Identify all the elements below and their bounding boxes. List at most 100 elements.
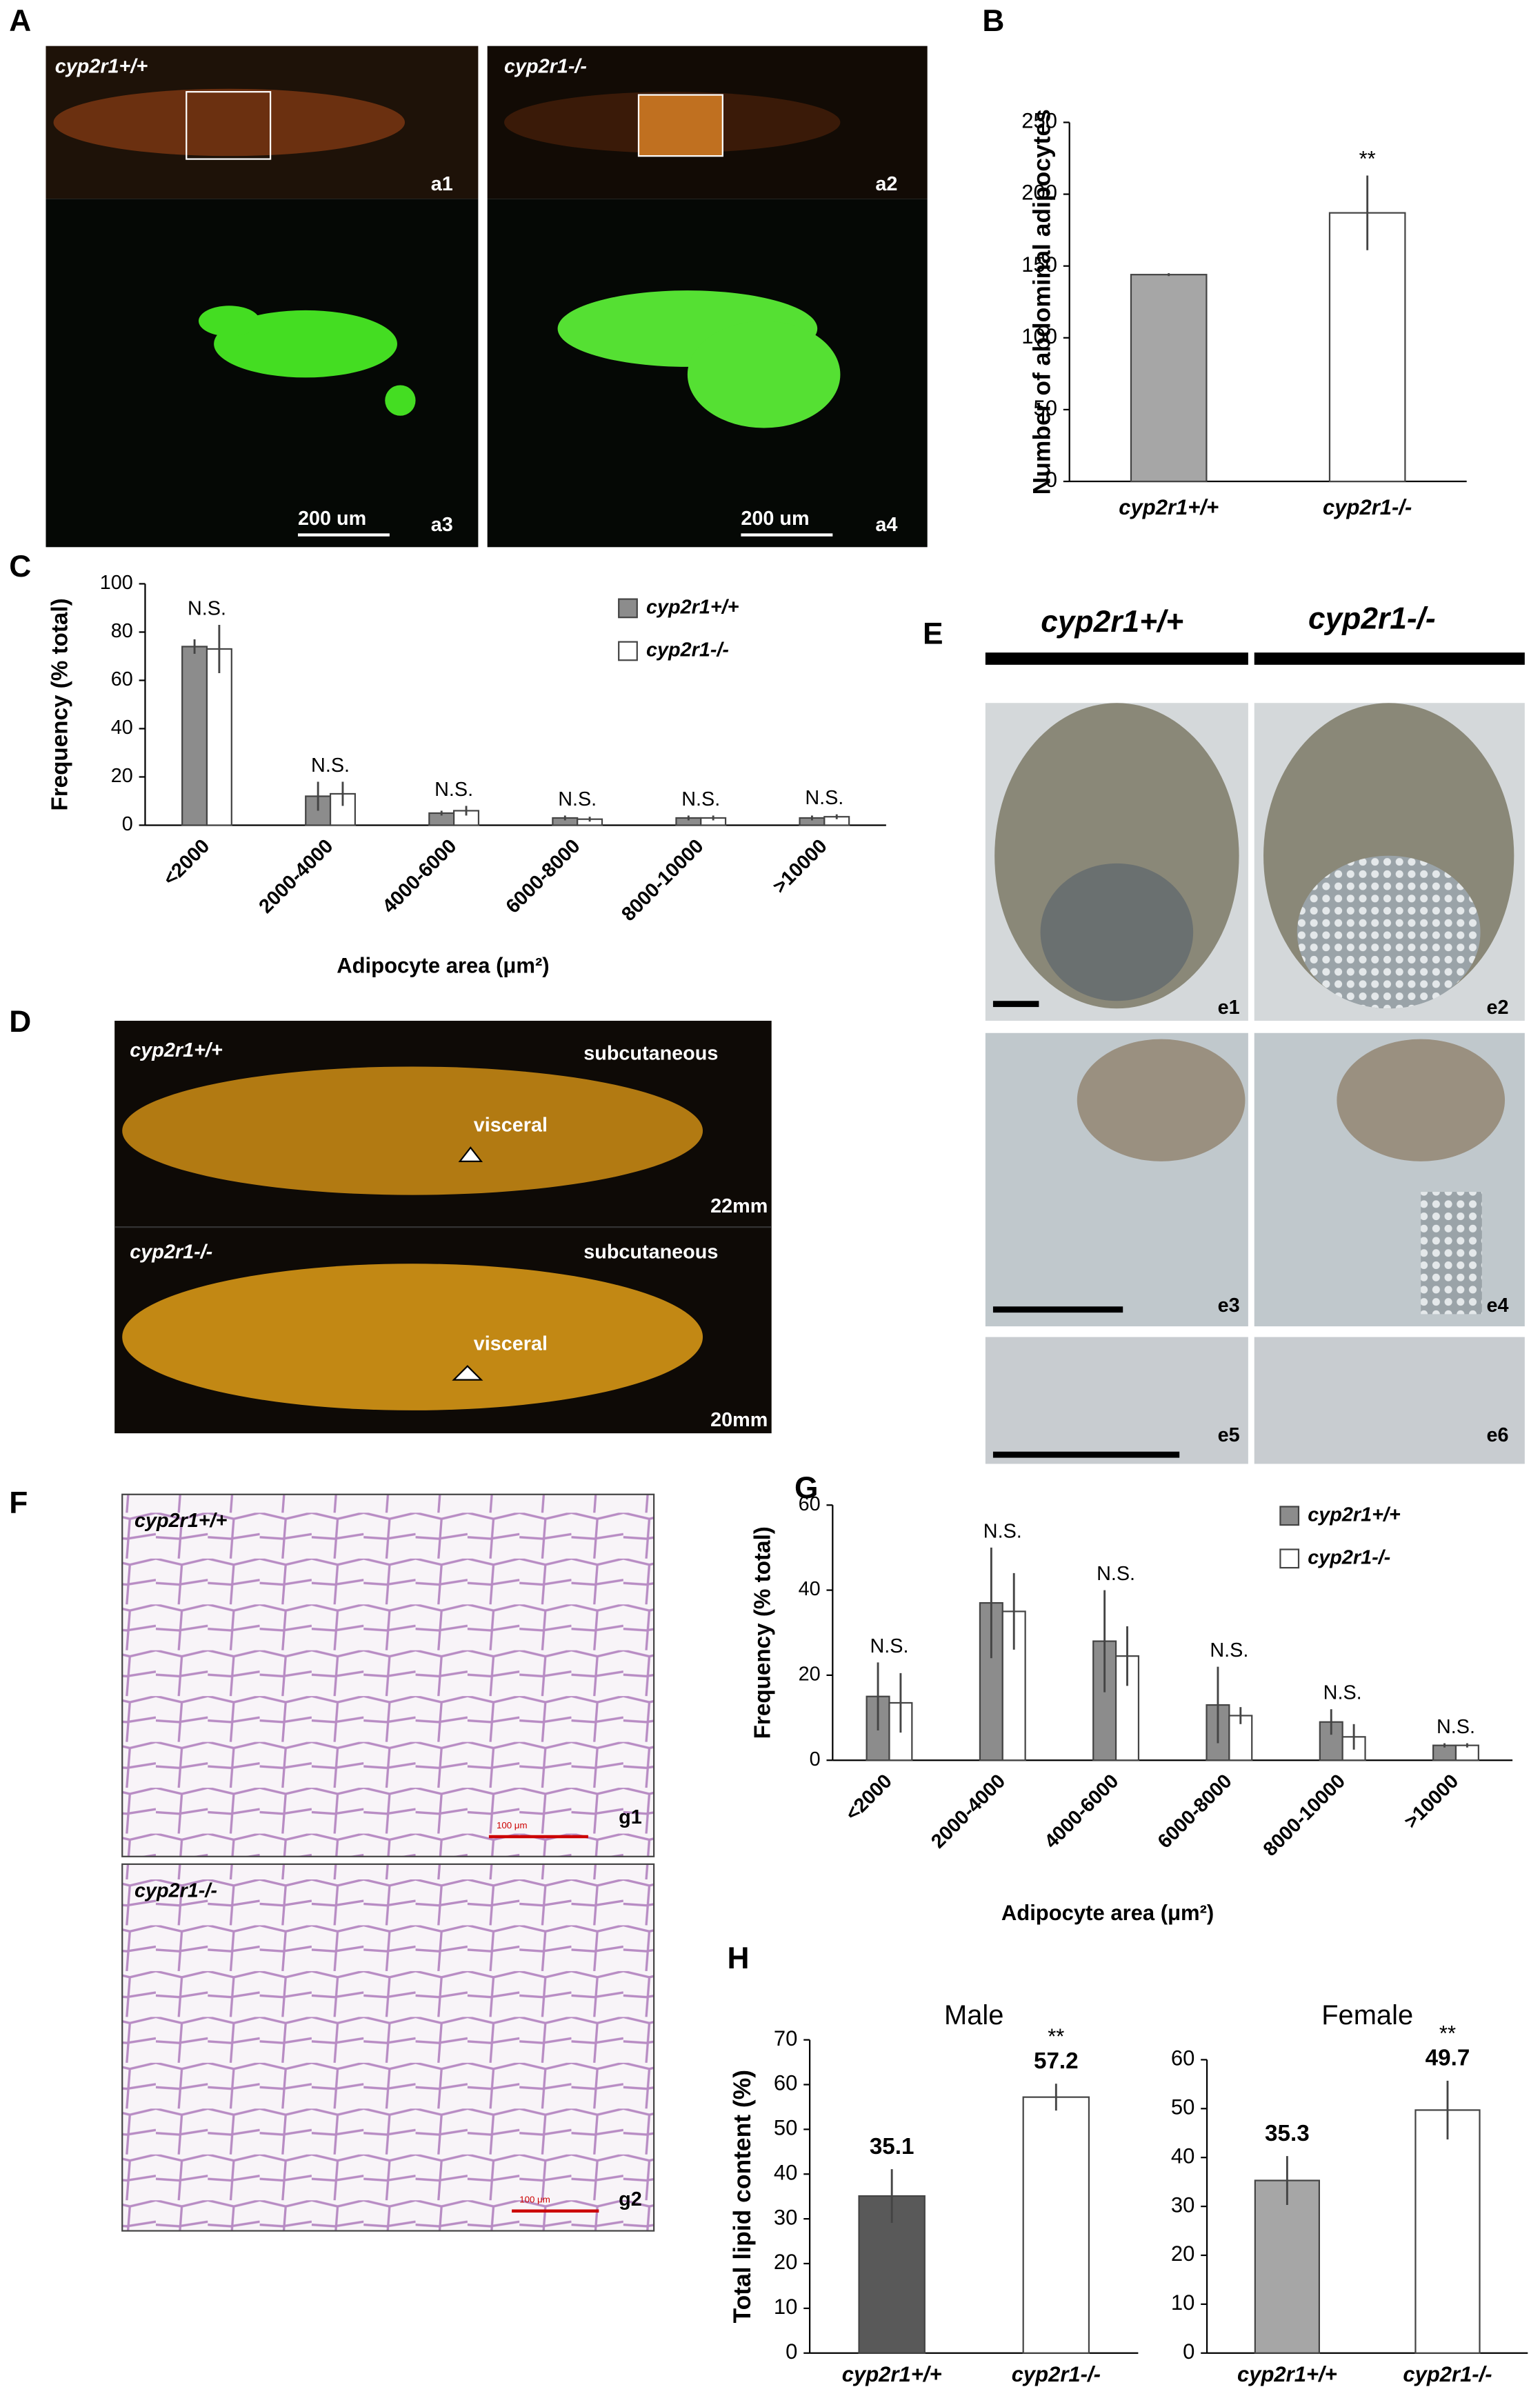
label: e2 (1486, 997, 1508, 1019)
annotation: N.S. (870, 1635, 908, 1657)
value-label: 35.1 (870, 2134, 914, 2159)
x-tick-label: cyp2r1+/+ (1119, 495, 1219, 519)
annotation: N.S. (681, 788, 720, 810)
chart-title: Female (1321, 2000, 1413, 2030)
x-tick-label: 2000-4000 (927, 1770, 1010, 1853)
y-tick-label: 30 (1171, 2193, 1194, 2217)
image (121, 1493, 655, 1857)
bar (1254, 2179, 1320, 2354)
x-axis-label: Adipocyte area (μm²) (337, 954, 549, 978)
x-tick-label: 6000-8000 (502, 835, 585, 918)
label: subcutaneous (583, 1241, 718, 1263)
images-e (985, 703, 1525, 1464)
scale-label: 200 um (741, 508, 809, 530)
x-tick-label: 2000-4000 (254, 835, 337, 918)
annotation: ** (1439, 2021, 1456, 2046)
y-tick-label: 60 (799, 1493, 821, 1515)
y-tick-label: 50 (774, 2116, 797, 2140)
annotation: N.S. (311, 755, 350, 777)
label: e6 (1486, 1424, 1508, 1446)
label: cyp2r1+/+ (134, 1510, 228, 1532)
annotation: N.S. (1097, 1563, 1135, 1585)
bar (1414, 2109, 1481, 2354)
label: g1 (619, 1806, 642, 1828)
y-tick-label: 40 (111, 717, 133, 739)
x-tick-label: cyp2r1-/- (1012, 2362, 1101, 2386)
y-tick-label: 30 (774, 2205, 797, 2229)
annotation: N.S. (188, 597, 226, 619)
y-tick-label: 40 (1171, 2144, 1194, 2168)
y-tick-label: 20 (1171, 2242, 1194, 2266)
label: 20mm (710, 1409, 768, 1431)
y-tick-label: 40 (774, 2160, 797, 2184)
y-tick-label: 250 (1021, 109, 1057, 133)
y-tick-label: 70 (774, 2026, 797, 2050)
x-tick-label: cyp2r1-/- (1323, 495, 1412, 519)
bar (985, 652, 1248, 665)
value-label: 49.7 (1426, 2046, 1470, 2071)
y-tick-label: 20 (111, 765, 133, 787)
x-tick-label: 8000-10000 (617, 835, 708, 926)
panel-letter: F (9, 1486, 28, 1520)
box (186, 91, 272, 160)
label: a4 (875, 514, 897, 536)
fish (122, 1066, 703, 1195)
x-tick-label: >10000 (1400, 1770, 1463, 1833)
panel-letter: G (794, 1471, 818, 1505)
y-tick-label: 0 (1046, 468, 1057, 492)
panel-letter: A (9, 4, 31, 38)
chart-title: Male (944, 2000, 1003, 2030)
label: e1 (1218, 997, 1240, 1019)
legend-swatch (1279, 1506, 1300, 1526)
header: cyp2r1+/+ (1041, 605, 1183, 639)
fish (53, 88, 406, 157)
label: cyp2r1-/- (134, 1879, 217, 1901)
annotation: N.S. (983, 1520, 1022, 1542)
y-tick-label: 50 (1033, 396, 1057, 420)
panel-letter: C (9, 550, 31, 583)
label: cyp2r1-/- (504, 55, 587, 77)
legend-label: cyp2r1+/+ (1308, 1504, 1401, 1526)
x-tick-label: <2000 (159, 835, 214, 890)
legend-swatch (618, 598, 638, 619)
x-tick-label: cyp2r1-/- (1403, 2362, 1492, 2386)
panel-letter: E (923, 617, 943, 650)
y-tick-label: 50 (1171, 2095, 1194, 2119)
y-tick-label: 0 (786, 2339, 797, 2364)
label: visceral (474, 1332, 548, 1355)
y-tick-label: 60 (774, 2071, 797, 2095)
bar (1454, 1744, 1479, 1761)
label: cyp2r1-/- (130, 1241, 212, 1263)
marker (458, 1146, 483, 1162)
y-tick-label: 150 (1021, 252, 1057, 277)
label: a2 (875, 173, 897, 195)
label: subcutaneous (583, 1042, 718, 1064)
adipocytes (557, 290, 841, 428)
label: cyp2r1+/+ (130, 1039, 223, 1061)
legend-swatch (1279, 1548, 1300, 1569)
y-tick-label: 0 (122, 813, 133, 835)
label: cyp2r1+/+ (55, 55, 148, 77)
annotation: N.S. (434, 779, 473, 801)
y-tick-label: 20 (774, 2250, 797, 2274)
annotation: N.S. (805, 787, 843, 809)
bar (206, 648, 232, 826)
bar (1328, 212, 1406, 483)
y-tick-label: 10 (1171, 2290, 1194, 2315)
scale-label: 100 μm (519, 2195, 550, 2205)
y-tick-label: 10 (774, 2295, 797, 2319)
legend-label: cyp2r1-/- (646, 639, 729, 661)
legend-label: cyp2r1+/+ (646, 597, 739, 619)
label: g2 (619, 2188, 642, 2210)
x-tick-label: 4000-6000 (1040, 1770, 1123, 1853)
x-axis-label: Adipocyte area (μm²) (1001, 1901, 1214, 1925)
y-tick-label: 40 (799, 1578, 821, 1600)
y-tick-label: 100 (100, 572, 133, 594)
adipocytes (198, 306, 416, 416)
label: 22mm (710, 1195, 768, 1217)
annotation: N.S. (1437, 1716, 1475, 1738)
label: a1 (431, 173, 453, 195)
panel-letter: D (9, 1005, 31, 1039)
label: a3 (431, 514, 453, 536)
y-tick-label: 0 (810, 1748, 821, 1770)
